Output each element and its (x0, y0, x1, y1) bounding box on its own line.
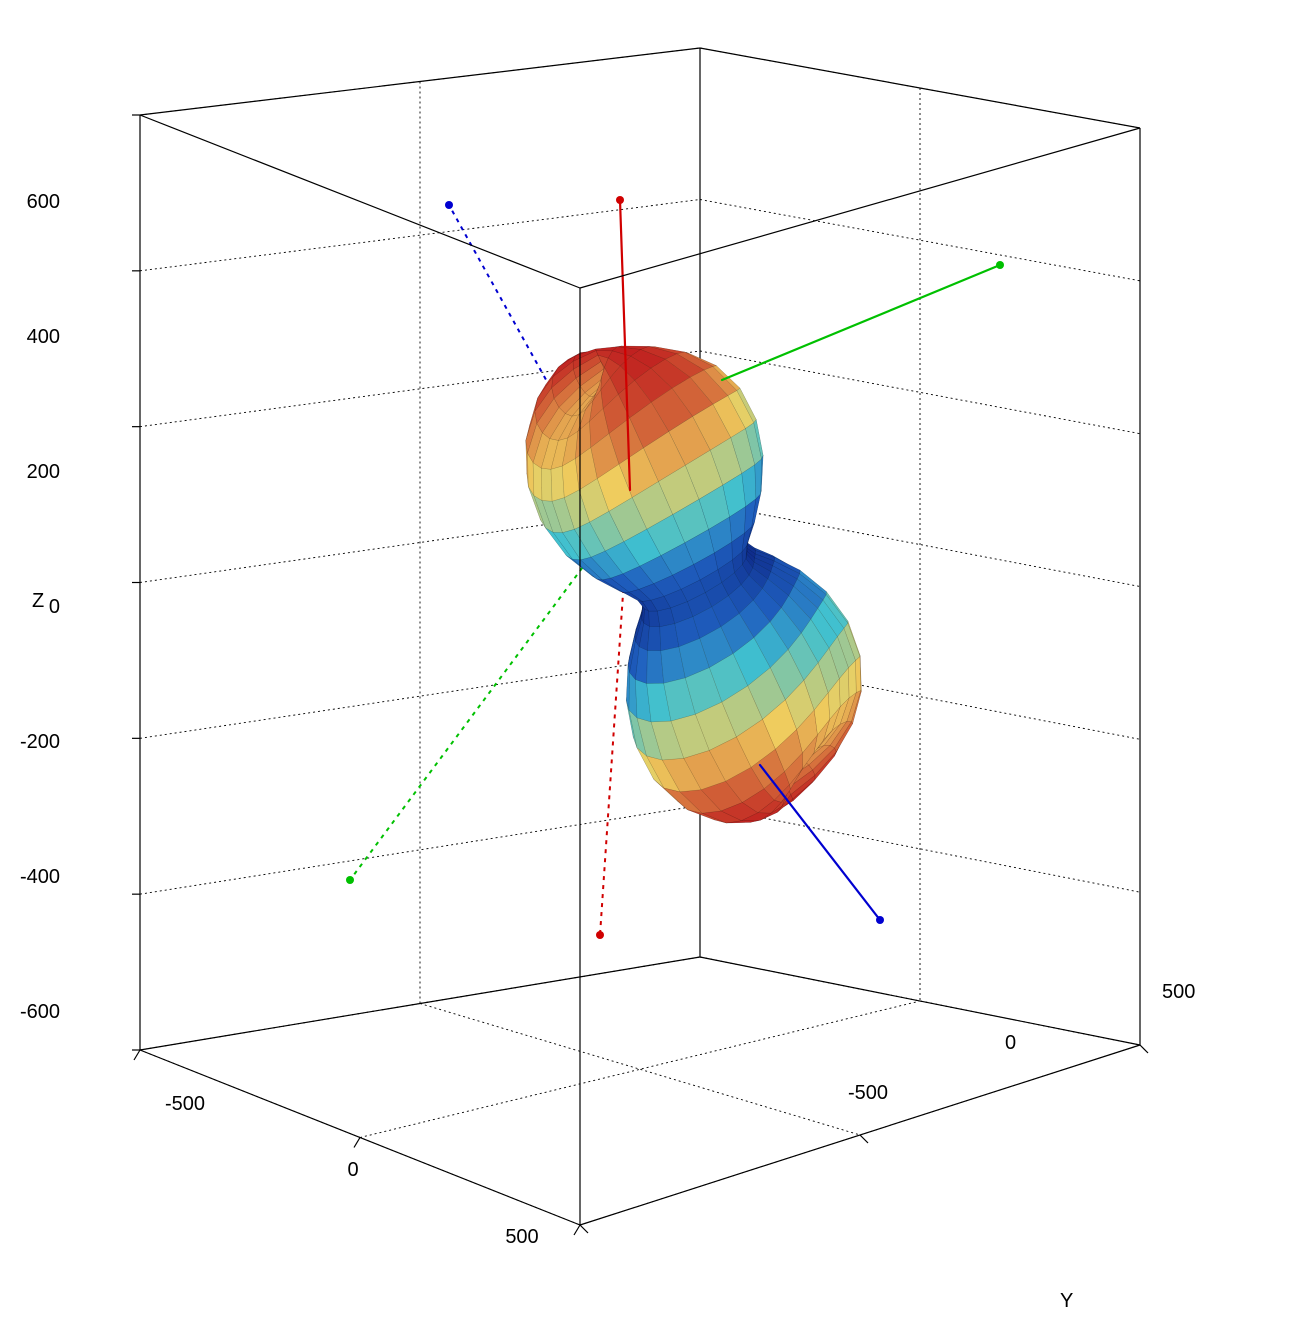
tick-label: -200 (20, 731, 60, 754)
tick-label: 0 (49, 596, 60, 619)
plot-svg (0, 0, 1308, 1320)
tick-label: -400 (20, 866, 60, 889)
tick-label: -600 (20, 1001, 60, 1024)
tick-label: -500 (848, 1082, 888, 1105)
tick-label: 0 (1005, 1032, 1016, 1055)
tick-label: 600 (27, 191, 60, 214)
tick-label: 400 (27, 326, 60, 349)
tick-label: 200 (27, 461, 60, 484)
tick-label: 500 (505, 1226, 538, 1249)
z-axis-label: Z (32, 590, 44, 613)
tick-label: 500 (1162, 981, 1195, 1004)
plot-stage: Z Y 600 400 200 0 -200 -400 -600 -500 0 500 500 0 -5… (0, 0, 1308, 1320)
y-axis-label: Y (1060, 1290, 1073, 1313)
tick-label: 0 (347, 1159, 358, 1182)
tick-label: -500 (165, 1093, 205, 1116)
